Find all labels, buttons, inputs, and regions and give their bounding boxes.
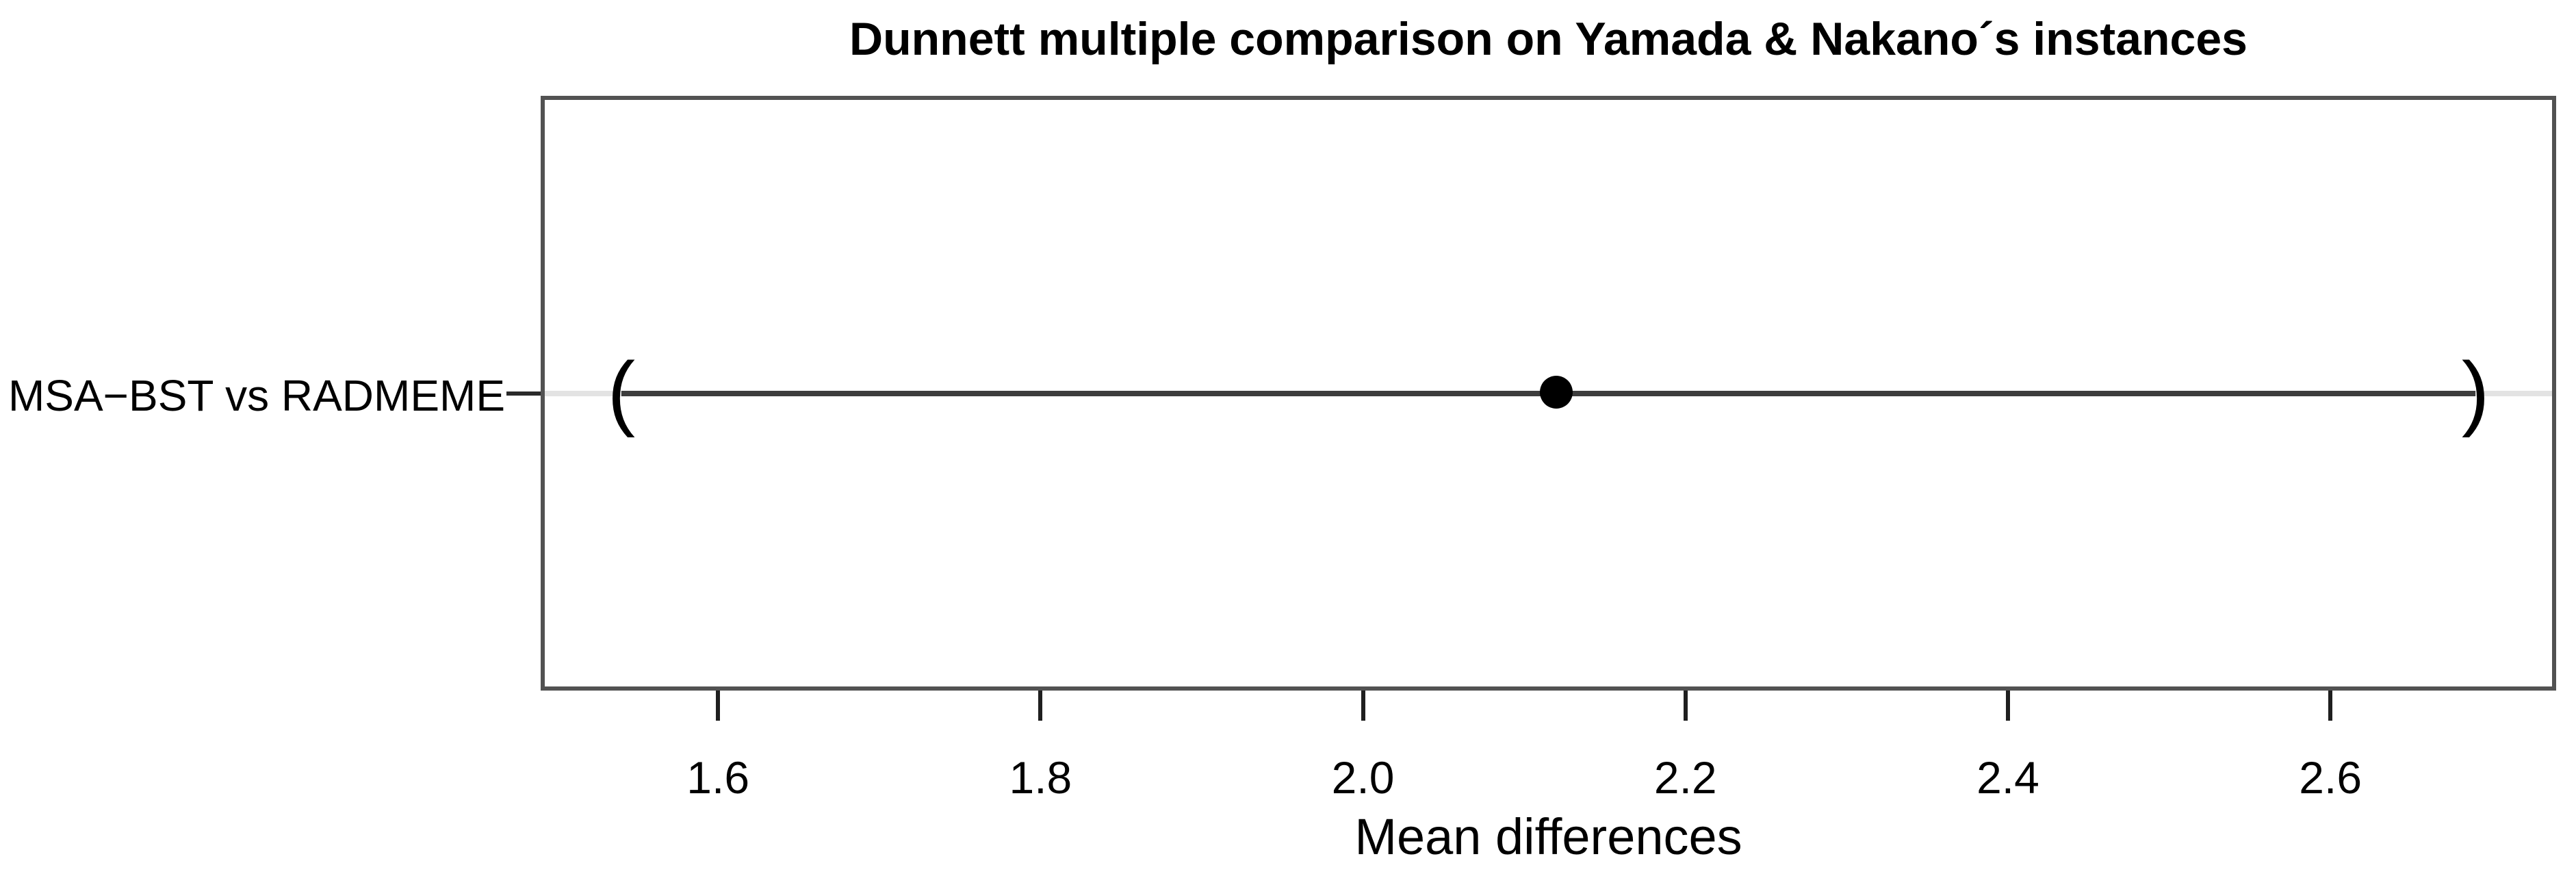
x-axis-title: Mean differences <box>1354 808 1742 865</box>
x-axis-tick-label: 2.6 <box>2299 752 2362 803</box>
x-axis-tick-label: 2.0 <box>1331 752 1395 803</box>
x-axis-tick <box>716 691 721 721</box>
x-axis-tick <box>2005 691 2010 721</box>
x-axis-tick-label: 2.4 <box>1976 752 2039 803</box>
x-axis-tick <box>1683 691 1688 721</box>
x-axis-tick <box>2328 691 2333 721</box>
ci-lower-bound-paren: ( <box>607 344 636 438</box>
x-axis-tick <box>1361 691 1365 721</box>
point-estimate-dot <box>1540 376 1573 409</box>
x-axis-tick-label: 1.8 <box>1009 752 1072 803</box>
x-axis-tick-label: 1.6 <box>686 752 750 803</box>
chart-title: Dunnett multiple comparison on Yamada & … <box>849 13 2247 65</box>
ci-upper-bound-paren: ) <box>2461 344 2490 438</box>
y-axis-category-label: MSA−BST vs RADMEME <box>8 371 505 420</box>
y-axis-tick <box>506 391 541 396</box>
x-axis-tick-label: 2.2 <box>1653 752 1717 803</box>
x-axis-tick <box>1038 691 1043 721</box>
